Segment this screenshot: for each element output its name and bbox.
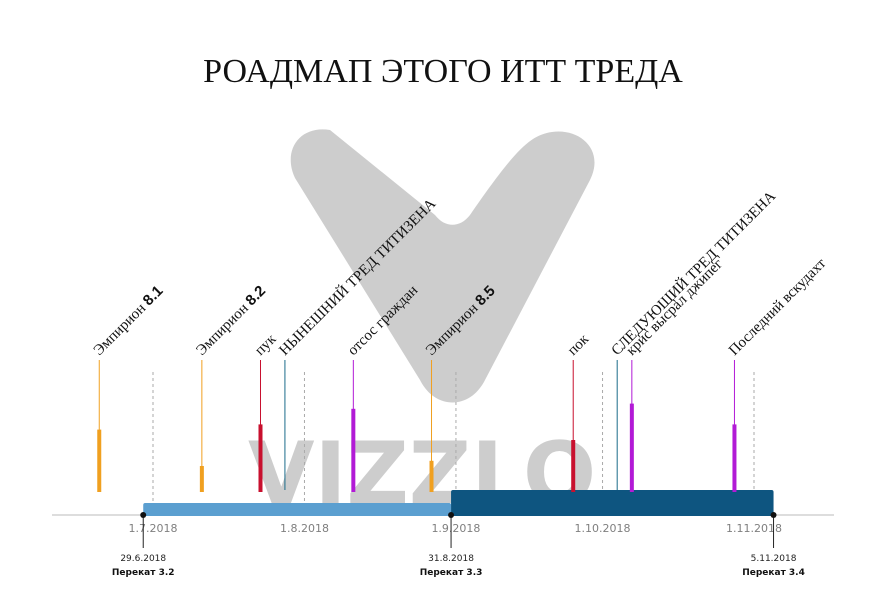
x-axis-ticks: 1.7.2018 1.8.2018 1.9.2018 1.10.2018 1.11.20…: [129, 372, 782, 535]
event-label-text: Эмпирион: [91, 298, 152, 359]
milestone-name: Перекат 3.3: [420, 568, 483, 578]
milestone-dot: [448, 512, 455, 518]
event-bar: [732, 424, 737, 492]
phase-bar: [451, 490, 774, 516]
tick-label: 1.11.2018: [726, 522, 782, 535]
tick-label: 1.8.2018: [280, 522, 329, 535]
event-label: крис высрал джипег: [623, 256, 726, 359]
chart-title: РОАДМАП ЭТОГО ИТТ ТРЕДА: [203, 53, 683, 90]
event-bar: [97, 429, 102, 492]
event-bar: [571, 440, 576, 492]
event-bar: [199, 466, 204, 492]
phase-bars: [143, 490, 774, 516]
event-label-text: пук: [252, 331, 280, 359]
event-label: пок: [565, 331, 593, 359]
event-label-text: Эмпирион: [193, 298, 254, 359]
event-bar: [629, 403, 634, 492]
event-label: Эмпирион 8.1: [90, 282, 166, 358]
phase-bar: [143, 503, 452, 516]
tick-label: 1.10.2018: [575, 522, 631, 535]
event-label-text: крис высрал джипег: [623, 256, 726, 359]
tick-label: 1.7.2018: [129, 522, 178, 535]
milestone-date: 5.11.2018: [751, 554, 797, 564]
event-label-text: Последний вскудахт: [726, 255, 830, 359]
event-bar: [429, 460, 434, 492]
event-bar: [351, 408, 356, 492]
milestone-dot: [140, 512, 147, 518]
event-label: Последний вскудахт: [726, 255, 830, 359]
milestone-name: Перекат 3.2: [112, 568, 175, 578]
milestone-date: 31.8.2018: [428, 554, 474, 564]
milestone-dot: [770, 512, 777, 518]
event-label-text: пок: [565, 331, 593, 359]
milestones: 29.6.2018 Перекат 3.2 31.8.2018 Перекат 3.3…: [112, 512, 805, 578]
milestone-date: 29.6.2018: [120, 554, 166, 564]
event-bar: [258, 424, 263, 492]
milestone-name: Перекат 3.4: [742, 568, 805, 578]
watermark-logo-shape: [290, 129, 595, 403]
event-label: пук: [252, 331, 280, 359]
tick-label: 1.9.2018: [431, 522, 480, 535]
